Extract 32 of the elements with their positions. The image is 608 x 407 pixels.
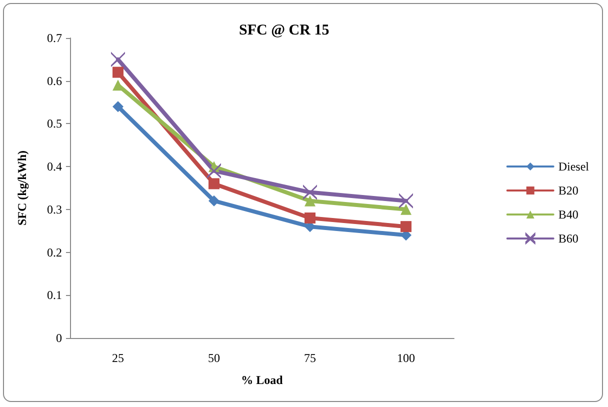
point [112, 80, 124, 91]
chart-title: SFC @ CR 15 [239, 22, 330, 38]
point [304, 212, 316, 224]
point [399, 194, 413, 208]
y-tick-label: 0.6 [47, 74, 62, 88]
y-tick-label: 0 [56, 331, 62, 345]
legend-label: B20 [558, 184, 578, 198]
y-tick-label: 0.4 [47, 160, 62, 174]
point [400, 204, 412, 215]
x-tick-label: 50 [208, 351, 220, 365]
point [208, 178, 220, 190]
point [111, 52, 125, 66]
point [400, 221, 412, 232]
y-tick-label: 0.5 [47, 116, 62, 131]
x-tick-label: 100 [397, 351, 415, 365]
point [112, 101, 124, 112]
point [303, 185, 317, 200]
y-tick-label: 0.1 [47, 288, 62, 302]
y-tick-label: 0.3 [47, 202, 62, 216]
legend-label: B60 [558, 232, 578, 246]
y-tick-label: 0.2 [47, 245, 62, 260]
y-tick-label: 0.7 [47, 31, 62, 45]
x-axis-title: % Load [241, 373, 284, 387]
x-tick-label: 25 [112, 351, 124, 365]
x-tick-label: 75 [304, 351, 316, 365]
point [208, 195, 220, 206]
point [304, 195, 316, 206]
y-axis-title: SFC (kg/kWh) [15, 150, 29, 226]
legend-label: B40 [558, 208, 578, 222]
point [112, 66, 124, 78]
point [207, 164, 221, 178]
legend-label: Diesel [558, 160, 590, 174]
